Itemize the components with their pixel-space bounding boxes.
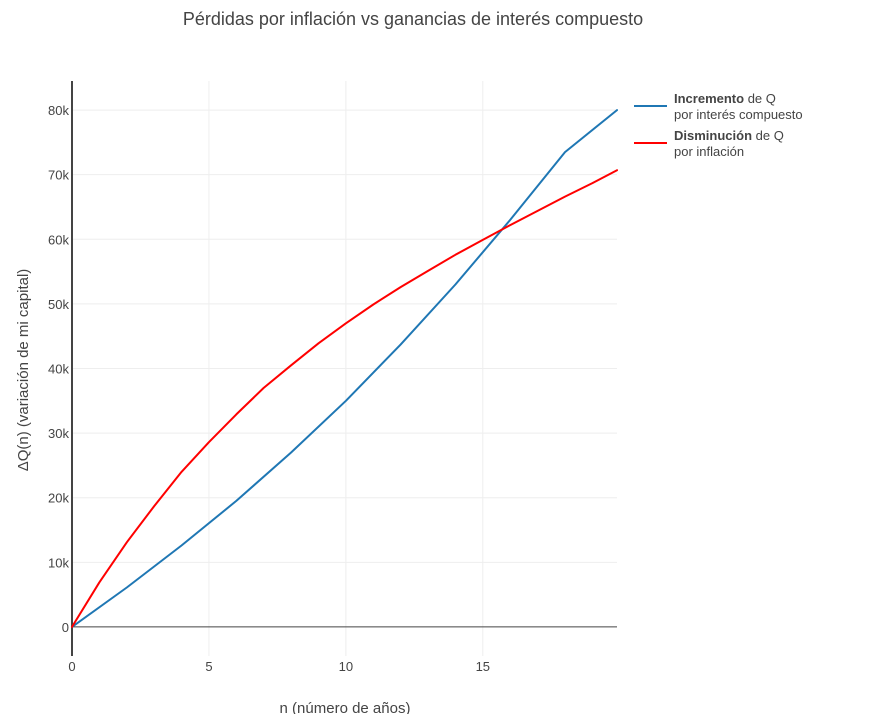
tick-labels: 0 5 10 15 0 10k 20k 30k 40k 50k 60k 70k 80k bbox=[48, 103, 490, 674]
y-tick-label: 80k bbox=[48, 103, 69, 118]
legend-label-line2: por interés compuesto bbox=[674, 107, 803, 122]
series-lines bbox=[71, 109, 618, 628]
series-line-2 bbox=[71, 169, 618, 628]
y-tick-label: 50k bbox=[48, 297, 69, 312]
y-tick-label: 10k bbox=[48, 555, 69, 570]
grid bbox=[72, 81, 617, 656]
x-tick-label: 15 bbox=[476, 659, 490, 674]
legend-label: Disminución de Q bbox=[674, 128, 784, 143]
y-tick-label: 20k bbox=[48, 491, 69, 506]
x-axis-title: n (número de años) bbox=[280, 700, 411, 714]
series-line-1 bbox=[71, 109, 618, 628]
axes bbox=[71, 81, 617, 656]
y-tick-label: 60k bbox=[48, 232, 69, 247]
chart-title: Pérdidas por inflación vs ganancias de i… bbox=[183, 9, 643, 29]
x-tick-label: 10 bbox=[339, 659, 353, 674]
y-tick-label: 70k bbox=[48, 168, 69, 183]
legend-label: Incremento de Q bbox=[674, 91, 776, 106]
x-tick-label: 5 bbox=[205, 659, 212, 674]
y-tick-label: 40k bbox=[48, 362, 69, 377]
x-tick-label: 0 bbox=[68, 659, 75, 674]
legend-label-line2: por inflación bbox=[674, 144, 744, 159]
y-axis-title: ΔQ(n) (variación de mi capital) bbox=[15, 269, 32, 472]
y-tick-label: 0 bbox=[62, 620, 69, 635]
y-tick-label: 30k bbox=[48, 426, 69, 441]
